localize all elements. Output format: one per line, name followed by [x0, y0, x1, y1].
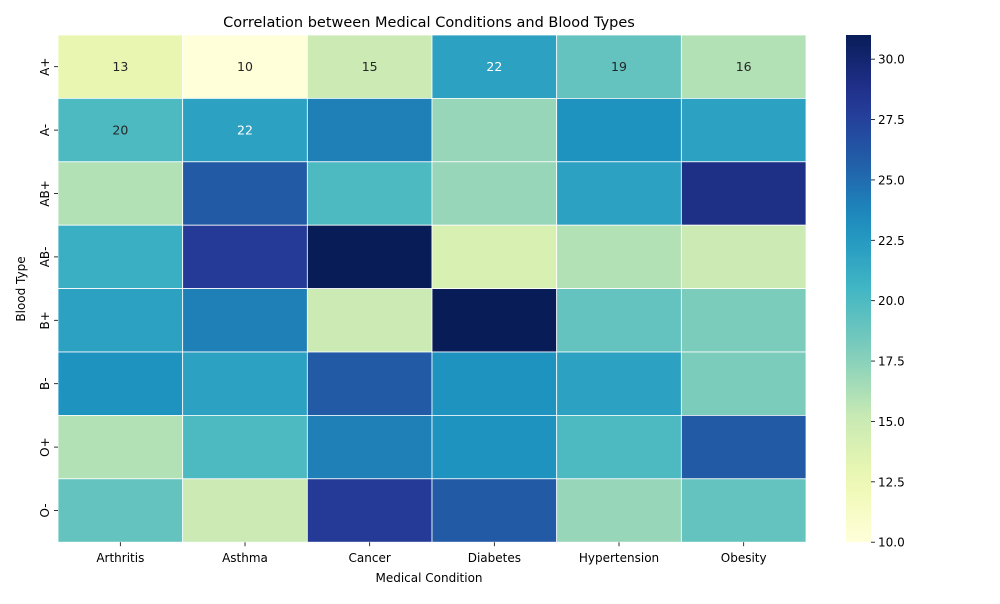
colorbar-tick-label: 30.0 — [878, 53, 905, 67]
colorbar-tick-label: 10.0 — [878, 536, 905, 550]
heatmap-cell — [306, 478, 433, 543]
y-tick-label: AB- — [38, 247, 52, 268]
cell-value-label: 22 — [486, 59, 502, 74]
colorbar-tick-label: 12.5 — [878, 475, 905, 489]
heatmap-cell — [431, 161, 558, 226]
colorbar-gradient — [846, 35, 871, 543]
y-tick-label: B- — [38, 377, 52, 390]
cell-value-label: 20 — [112, 123, 128, 138]
cell-value-label: 19 — [611, 59, 627, 74]
heatmap-cell — [306, 98, 433, 163]
heatmap-cell — [182, 288, 308, 353]
heatmap-cell — [182, 161, 308, 226]
heatmap-cell — [680, 351, 807, 416]
heatmap-cell — [182, 478, 308, 543]
y-tick-label: O- — [38, 503, 52, 517]
heatmap-cell — [431, 478, 558, 543]
heatmap-cell — [182, 414, 308, 480]
x-axis-label: Medical Condition — [375, 571, 482, 585]
heatmap-cell — [306, 224, 433, 289]
heatmap-cell — [431, 98, 558, 163]
x-tick-label: Cancer — [349, 551, 391, 565]
colorbar: 10.0 12.5 15.0 17.5 20.0 22.5 25.0 27.5 30.0 — [846, 35, 905, 550]
x-tick-label: Obesity — [721, 551, 767, 565]
y-axis-label: Blood Type — [14, 256, 28, 321]
heatmap-cell — [57, 161, 184, 226]
heatmap-cells: 13 10 15 22 19 16 20 22 — [57, 34, 807, 543]
colorbar-tick-label: 15.0 — [878, 415, 905, 429]
x-axis-ticks: Arthritis Asthma Cancer Diabetes Hypertensio… — [96, 542, 767, 565]
heatmap-cell — [556, 161, 682, 226]
heatmap-cell — [306, 351, 433, 416]
heatmap-cell — [680, 34, 807, 99]
heatmap-cell — [431, 288, 558, 353]
x-tick-label: Hypertension — [579, 551, 659, 565]
chart-title: Correlation between Medical Conditions a… — [223, 15, 635, 31]
heatmap-cell — [680, 478, 807, 543]
heatmap-cell — [556, 351, 682, 416]
heatmap-cell — [182, 351, 308, 416]
colorbar-tick-label: 20.0 — [878, 294, 905, 308]
cell-value-label: 22 — [237, 123, 253, 138]
heatmap-cell — [556, 224, 682, 289]
heatmap-cell — [57, 34, 184, 99]
cell-value-label: 15 — [362, 59, 378, 74]
y-tick-label: A+ — [38, 58, 52, 76]
y-tick-label: AB+ — [38, 180, 52, 207]
heatmap-cell — [431, 34, 558, 99]
heatmap-cell — [431, 224, 558, 289]
cell-value-label: 16 — [736, 59, 752, 74]
heatmap-cell — [556, 98, 682, 163]
cell-value-label: 10 — [237, 59, 253, 74]
heatmap-cell — [431, 414, 558, 480]
heatmap-cell — [306, 34, 433, 99]
heatmap-cell — [182, 98, 308, 163]
heatmap-cell — [556, 478, 682, 543]
colorbar-tick-label: 17.5 — [878, 355, 905, 369]
heatmap-cell — [680, 161, 807, 226]
heatmap-cell — [57, 224, 184, 289]
heatmap-cell — [556, 288, 682, 353]
heatmap-cell — [306, 414, 433, 480]
heatmap-cell — [182, 34, 308, 99]
heatmap-cell — [306, 288, 433, 353]
heatmap-cell — [556, 414, 682, 480]
heatmap-cell — [680, 414, 807, 480]
heatmap-cell — [556, 34, 682, 99]
heatmap-cell — [57, 478, 184, 543]
colorbar-tick-label: 27.5 — [878, 113, 905, 127]
y-axis-ticks: A+ A- AB+ AB- B+ B- O+ O- — [38, 58, 58, 518]
heatmap-cell — [57, 414, 184, 480]
y-tick-label: O+ — [38, 437, 52, 457]
heatmap-cell — [57, 351, 184, 416]
colorbar-tick-label: 22.5 — [878, 234, 905, 248]
cell-value-label: 13 — [112, 59, 128, 74]
heatmap-cell — [182, 224, 308, 289]
heatmap-cell — [306, 161, 433, 226]
heatmap-cell — [680, 224, 807, 289]
heatmap-cell — [680, 98, 807, 163]
colorbar-tick-label: 25.0 — [878, 173, 905, 187]
x-tick-label: Arthritis — [96, 551, 144, 565]
y-tick-label: A- — [38, 124, 52, 136]
x-tick-label: Diabetes — [468, 551, 521, 565]
heatmap-cell — [431, 351, 558, 416]
heatmap-cell — [57, 288, 184, 353]
y-tick-label: B+ — [38, 311, 52, 329]
heatmap-cell — [680, 288, 807, 353]
x-tick-label: Asthma — [222, 551, 268, 565]
